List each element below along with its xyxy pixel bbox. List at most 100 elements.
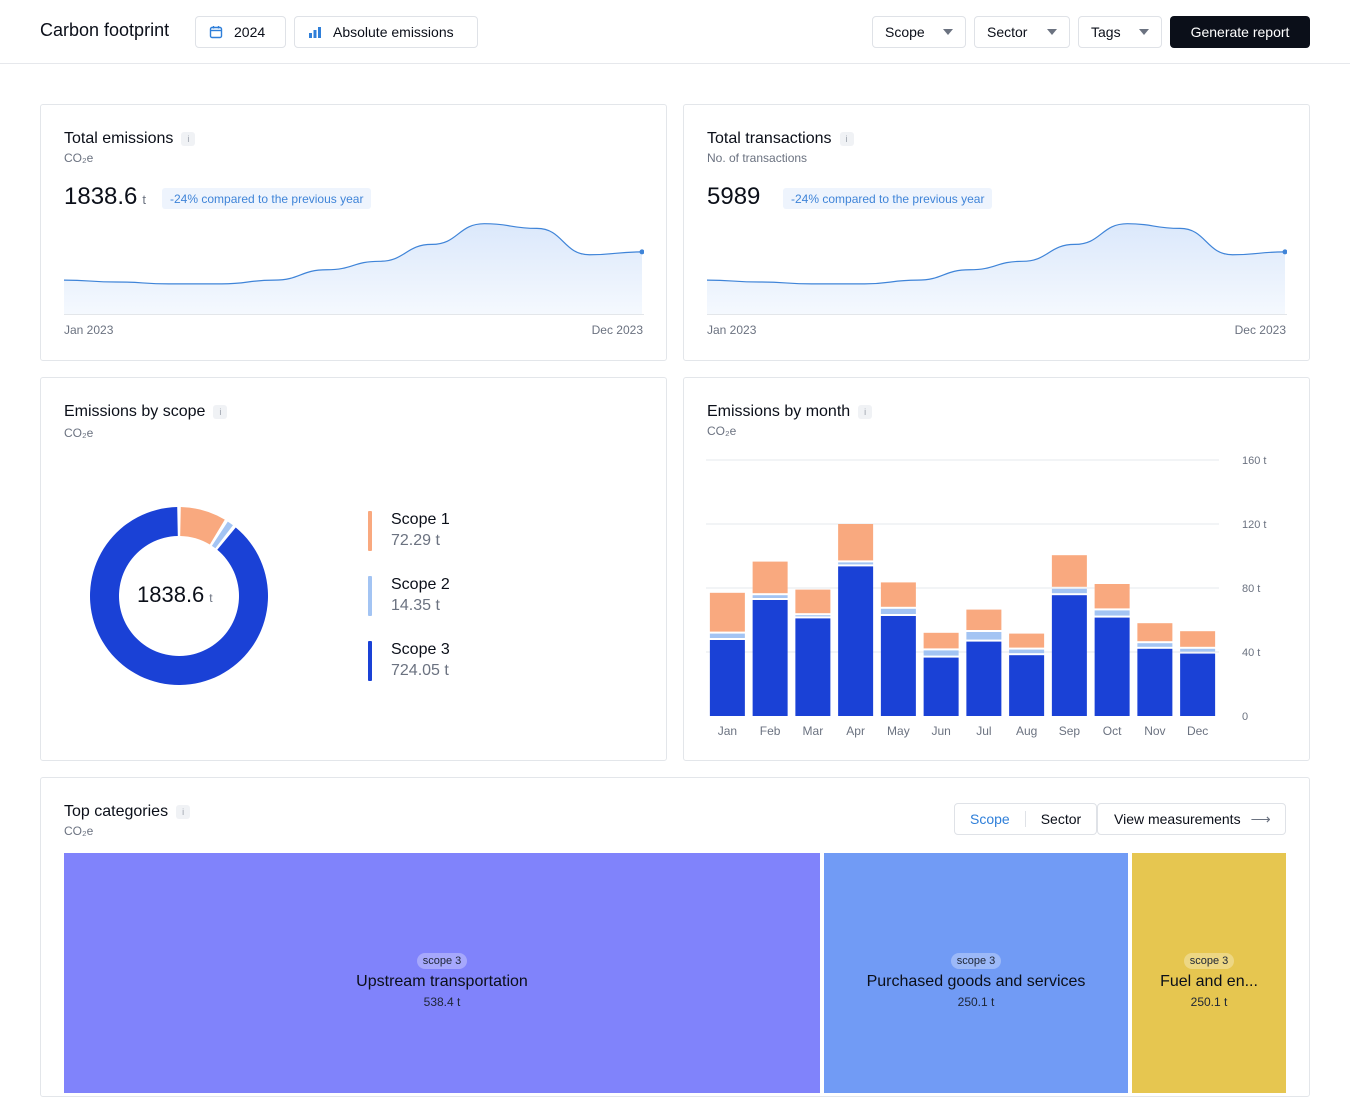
y-tick-label: 80 t xyxy=(1242,583,1260,595)
bar-segment-scope-1[interactable] xyxy=(709,592,745,632)
x-tick-label: Mar xyxy=(803,724,824,738)
emissions-by-scope-card: Emissions by scope i CO₂e 1838.6 t Scope … xyxy=(40,377,667,761)
bar-segment-scope-2[interactable] xyxy=(1051,588,1087,594)
generate-report-button[interactable]: Generate report xyxy=(1170,16,1310,48)
bar-segment-scope-3[interactable] xyxy=(1094,617,1130,716)
bar-segment-scope-3[interactable] xyxy=(1051,595,1087,716)
bar-segment-scope-2[interactable] xyxy=(752,595,788,598)
center-value-text: 1838.6 xyxy=(137,582,205,607)
info-icon[interactable]: i xyxy=(181,132,196,146)
toggle-sector[interactable]: Sector xyxy=(1040,811,1082,827)
legend-name: Scope 2 xyxy=(391,576,450,593)
bar-segment-scope-2[interactable] xyxy=(795,615,831,617)
caret-down-icon xyxy=(943,29,953,35)
card-title: Emissions by month i xyxy=(707,403,873,421)
card-title-text: Total emissions xyxy=(64,130,174,147)
tile-value: 538.4 t xyxy=(423,995,461,1009)
bar-segment-scope-2[interactable] xyxy=(709,633,745,638)
bar-segment-scope-1[interactable] xyxy=(838,524,874,561)
scope-donut-chart xyxy=(90,507,269,685)
view-measurements-label: View measurements xyxy=(1114,811,1241,827)
bar-segment-scope-2[interactable] xyxy=(880,608,916,614)
donut-slice-scope-1[interactable] xyxy=(180,507,225,545)
tile-content: scope 3 Upstream transportation 538.4 t xyxy=(64,951,820,1009)
donut-center-value: 1838.6 t xyxy=(137,582,213,608)
donut-slice-scope-3[interactable] xyxy=(90,507,269,685)
bar-segment-scope-3[interactable] xyxy=(795,618,831,716)
axis-end-label: Dec 2023 xyxy=(1234,323,1286,337)
category-tile[interactable]: scope 3 Fuel and en... 250.1 t xyxy=(1132,853,1286,1093)
x-tick-label: Feb xyxy=(760,724,781,738)
x-tick-label: Oct xyxy=(1103,724,1122,738)
bar-segment-scope-1[interactable] xyxy=(795,589,831,614)
bar-segment-scope-3[interactable] xyxy=(1137,648,1173,716)
legend-name: Scope 3 xyxy=(391,641,450,658)
sector-filter-dropdown[interactable]: Sector xyxy=(974,16,1070,48)
bar-segment-scope-2[interactable] xyxy=(966,632,1002,640)
axis-start-label: Jan 2023 xyxy=(64,323,114,337)
tile-name: Fuel and en... xyxy=(1160,973,1258,990)
card-subtitle: CO₂e xyxy=(64,426,94,440)
bar-segment-scope-2[interactable] xyxy=(1180,648,1216,652)
bar-segment-scope-1[interactable] xyxy=(1009,633,1045,648)
card-title: Total emissions i xyxy=(64,130,196,148)
x-tick-label: Jul xyxy=(976,724,991,738)
view-measurements-button[interactable]: View measurements ⟶ xyxy=(1097,803,1286,835)
scope-filter-label: Scope xyxy=(885,24,925,40)
bar-segment-scope-3[interactable] xyxy=(923,657,959,716)
bar-segment-scope-3[interactable] xyxy=(752,600,788,716)
metric-picker-button[interactable]: Absolute emissions xyxy=(294,16,478,48)
bar-segment-scope-3[interactable] xyxy=(1009,655,1045,716)
tags-filter-dropdown[interactable]: Tags xyxy=(1078,16,1162,48)
toggle-scope[interactable]: Scope xyxy=(955,811,1026,827)
scope-filter-dropdown[interactable]: Scope xyxy=(872,16,966,48)
bar-segment-scope-2[interactable] xyxy=(838,562,874,565)
donut-slice-scope-2[interactable] xyxy=(211,521,233,549)
sparkline-area xyxy=(707,223,1285,315)
bar-segment-scope-1[interactable] xyxy=(1137,623,1173,642)
info-icon[interactable]: i xyxy=(176,805,191,819)
card-title: Top categories i xyxy=(64,803,191,821)
tile-name: Purchased goods and services xyxy=(866,973,1086,990)
bar-segment-scope-1[interactable] xyxy=(1094,584,1130,609)
transactions-sparkline xyxy=(707,223,1288,315)
x-tick-label: Aug xyxy=(1016,724,1037,738)
scope-pill: scope 3 xyxy=(416,953,468,969)
category-tile[interactable]: scope 3 Upstream transportation 538.4 t xyxy=(64,853,820,1093)
bar-segment-scope-3[interactable] xyxy=(838,566,874,716)
metric-label: Absolute emissions xyxy=(333,24,454,40)
category-tile[interactable]: scope 3 Purchased goods and services 250… xyxy=(824,853,1128,1093)
bar-segment-scope-3[interactable] xyxy=(880,616,916,716)
calendar-icon xyxy=(208,24,224,40)
x-tick-label: Sep xyxy=(1059,724,1081,738)
bar-segment-scope-2[interactable] xyxy=(923,650,959,656)
total-emissions-value: 1838.6 t xyxy=(64,183,146,211)
bar-segment-scope-3[interactable] xyxy=(966,641,1002,716)
bar-segment-scope-2[interactable] xyxy=(1094,610,1130,616)
info-icon[interactable]: i xyxy=(858,405,873,419)
bar-segment-scope-2[interactable] xyxy=(1137,643,1173,647)
info-icon[interactable]: i xyxy=(839,132,854,146)
bar-segment-scope-1[interactable] xyxy=(1180,631,1216,647)
card-title-text: Total transactions xyxy=(707,130,832,147)
caret-down-icon xyxy=(1139,29,1149,35)
year-picker-button[interactable]: 2024 xyxy=(195,16,286,48)
bar-segment-scope-3[interactable] xyxy=(1180,653,1216,716)
emissions-by-month-card: Emissions by month i CO₂e 0 40 t 80 t 120 t… xyxy=(683,377,1310,761)
bar-segment-scope-1[interactable] xyxy=(923,632,959,649)
bar-segment-scope-1[interactable] xyxy=(1051,555,1087,587)
top-categories-card: Top categories i CO₂e Scope Sector View … xyxy=(40,777,1310,1097)
grouping-toggle: Scope Sector xyxy=(954,803,1098,835)
bar-segment-scope-1[interactable] xyxy=(966,609,1002,630)
sparkline-end-point[interactable] xyxy=(639,249,645,255)
bar-segment-scope-2[interactable] xyxy=(1009,649,1045,654)
card-title-text: Emissions by month xyxy=(707,403,851,420)
arrow-right-icon: ⟶ xyxy=(1250,810,1271,827)
bar-segment-scope-1[interactable] xyxy=(752,561,788,594)
tile-content: scope 3 Fuel and en... 250.1 t xyxy=(1132,951,1286,1009)
bar-segment-scope-1[interactable] xyxy=(880,582,916,607)
info-icon[interactable]: i xyxy=(213,405,228,419)
card-title: Emissions by scope i xyxy=(64,403,228,421)
bar-segment-scope-3[interactable] xyxy=(709,640,745,716)
sparkline-end-point[interactable] xyxy=(1282,249,1288,255)
